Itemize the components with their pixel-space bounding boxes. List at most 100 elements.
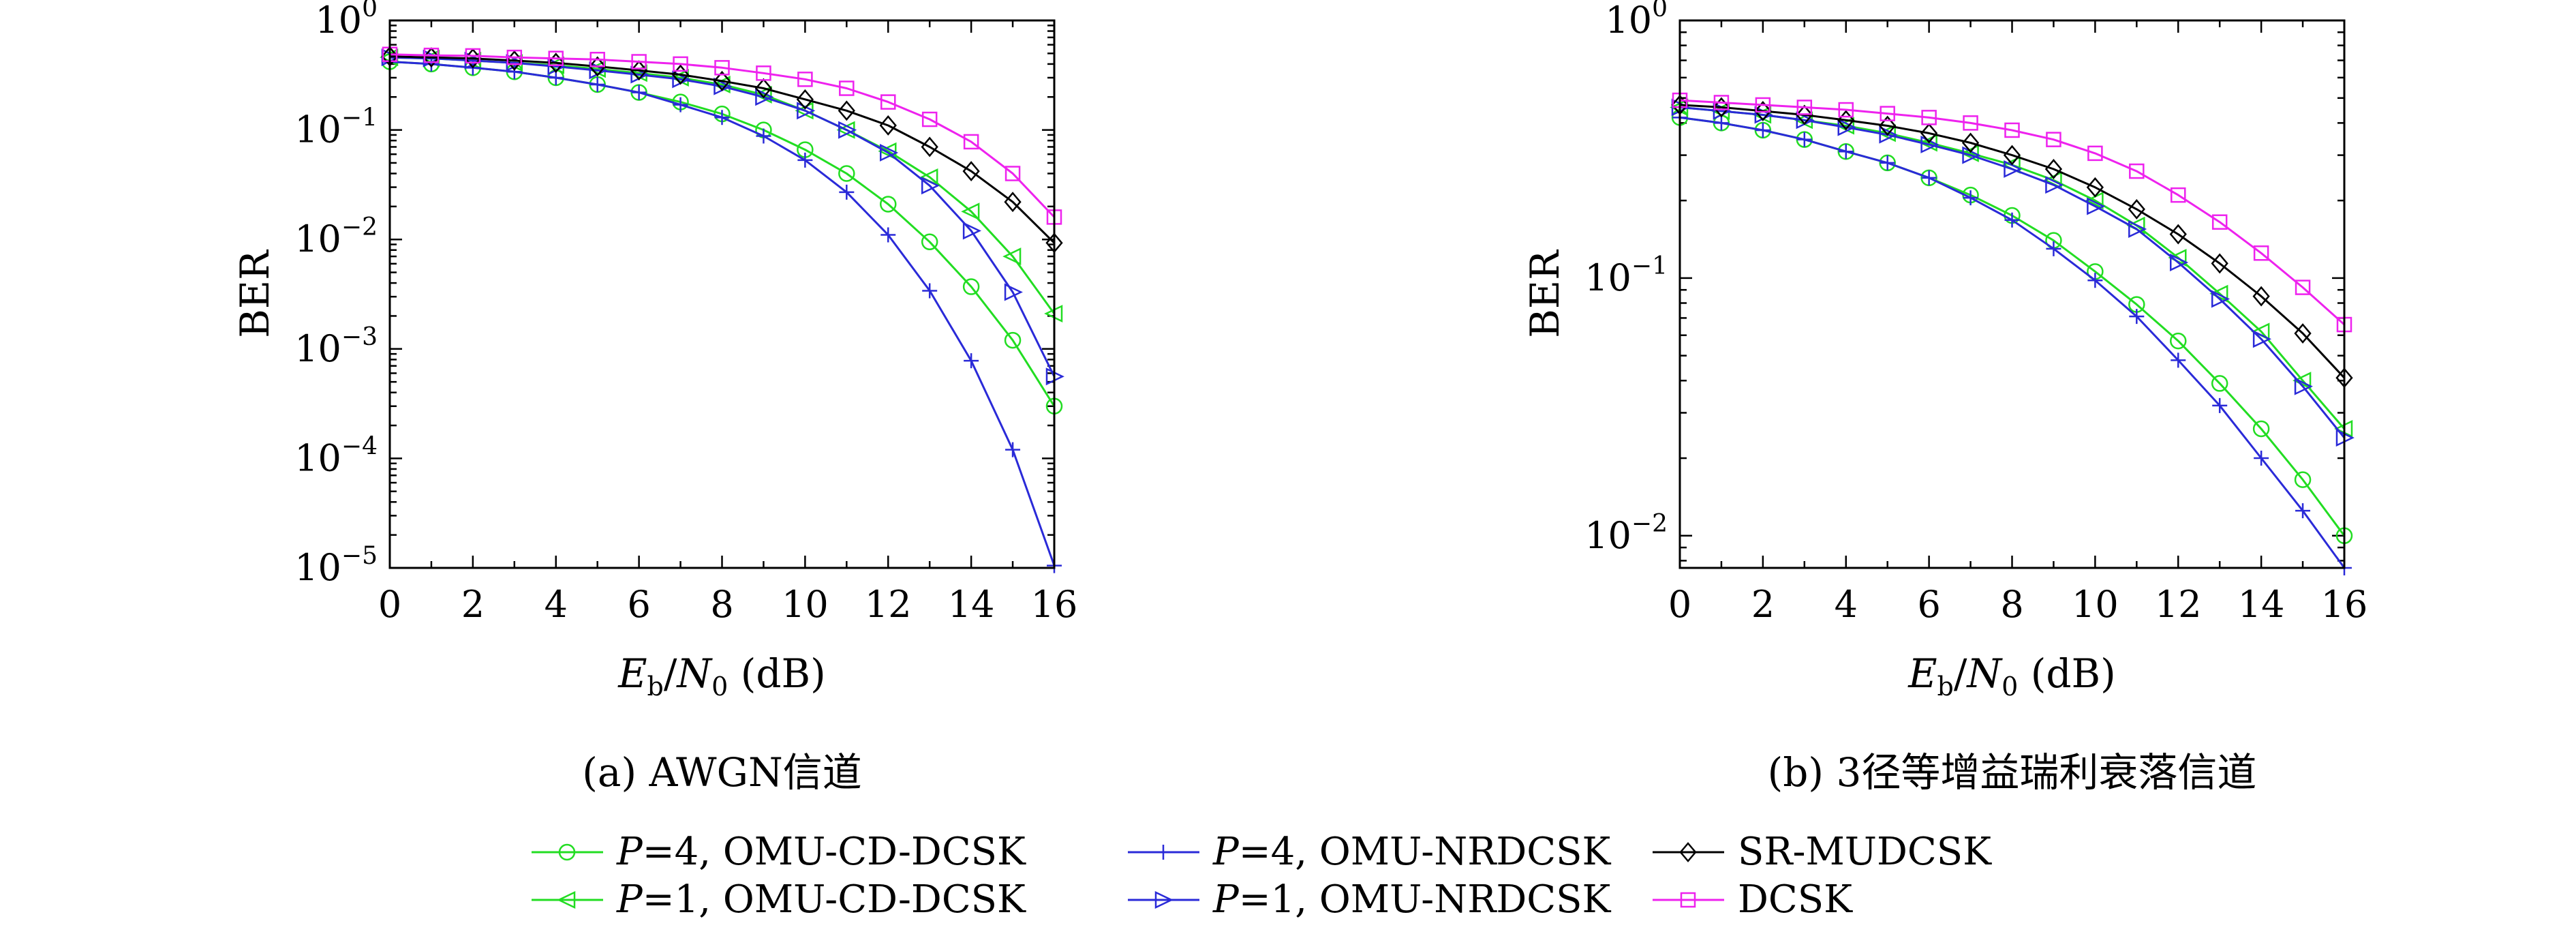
legend-label: P=1, OMU-CD-DCSK <box>616 877 1026 922</box>
data-point <box>2212 397 2228 413</box>
legend-label: P=1, OMU-NRDCSK <box>1212 877 1611 922</box>
series-p-4-omu-nrdcsk <box>382 54 1062 573</box>
data-point <box>1713 115 1729 131</box>
data-point <box>839 184 855 200</box>
data-point <box>1004 331 1022 349</box>
x-tick-label: 4 <box>545 583 568 626</box>
data-point <box>797 152 813 168</box>
x-tick-label: 6 <box>1917 583 1940 626</box>
data-point <box>1963 190 1978 206</box>
data-point <box>465 48 481 64</box>
data-point <box>880 196 897 213</box>
y-tick-label: 10−3 <box>294 323 378 370</box>
data-point <box>548 50 564 66</box>
y-tick-label: 100 <box>1605 0 1668 42</box>
data-point <box>2170 253 2189 271</box>
data-point <box>1004 192 1022 213</box>
data-point <box>1879 125 1898 144</box>
data-point <box>2004 212 2020 228</box>
legend-marker <box>557 891 576 909</box>
legend-item-dcsk: DCSK <box>1653 877 1853 922</box>
data-point <box>2252 420 2270 438</box>
data-point <box>1920 123 1938 144</box>
data-point <box>2211 375 2228 392</box>
data-point <box>631 54 647 70</box>
series-line <box>1679 104 2346 379</box>
x-tick-label: 6 <box>627 583 650 626</box>
data-point <box>755 88 774 106</box>
data-point <box>2046 132 2061 147</box>
data-point <box>2046 241 2061 256</box>
data-point <box>921 177 940 195</box>
data-point <box>797 72 813 87</box>
series-p-1-omu-nrdcsk <box>381 48 1064 386</box>
data-point <box>962 222 982 240</box>
data-point <box>838 121 857 139</box>
legend-label: P=4, OMU-CD-DCSK <box>616 830 1026 874</box>
data-point <box>547 52 565 74</box>
data-point <box>1005 166 1021 181</box>
data-point <box>756 65 771 81</box>
series-line <box>389 56 1056 377</box>
series-p-4-omu-cd-dcsk <box>381 53 1063 415</box>
series-line <box>1679 99 2346 326</box>
series-dcsk <box>1672 92 2352 333</box>
data-point <box>1713 97 1730 118</box>
series-p-1-omu-nrdcsk <box>1671 98 2355 447</box>
legend-label: P=4, OMU-NRDCSK <box>1212 830 1611 874</box>
data-point <box>962 278 980 295</box>
data-point <box>839 80 855 96</box>
data-point <box>1796 100 1813 115</box>
x-tick-label: 8 <box>2000 583 2023 626</box>
data-point <box>1880 106 1895 121</box>
data-point <box>1755 97 1771 113</box>
data-point <box>1960 144 1979 162</box>
data-point <box>921 136 938 157</box>
series-line <box>1679 116 2346 537</box>
data-point <box>1005 442 1021 457</box>
data-point <box>963 134 979 150</box>
data-point <box>713 70 731 91</box>
legend-item-p-4-omu-nrdcsk: P=4, OMU-NRDCSK <box>1128 830 1611 874</box>
data-point <box>2045 176 2064 194</box>
data-point <box>2129 163 2145 179</box>
data-point <box>673 97 688 112</box>
data-point <box>880 94 896 110</box>
data-point <box>631 85 647 100</box>
plot-frame <box>1678 19 2346 569</box>
y-axis-label: BER <box>232 249 278 338</box>
data-point <box>838 100 855 121</box>
data-point <box>754 78 773 99</box>
x-tick-label: 8 <box>710 583 733 626</box>
data-point <box>1921 170 1937 185</box>
data-point <box>2211 290 2230 308</box>
legend-marker <box>1679 842 1697 862</box>
data-point <box>423 47 440 63</box>
legend-item-p-1-omu-cd-dcsk: P=1, OMU-CD-DCSK <box>532 877 1026 922</box>
x-tick-label: 2 <box>461 583 485 626</box>
series-line <box>389 56 1056 314</box>
data-point <box>2129 309 2145 325</box>
data-point <box>2087 273 2103 288</box>
data-point <box>714 110 730 125</box>
series-p-4-omu-cd-dcsk <box>1671 109 2353 545</box>
legend-item-p-4-omu-cd-dcsk: P=4, OMU-CD-DCSK <box>532 830 1026 874</box>
series-sr-mudcsk <box>1671 94 2353 389</box>
data-point <box>1004 283 1023 301</box>
data-point <box>2087 145 2103 162</box>
data-point <box>673 56 688 72</box>
data-point <box>1713 95 1730 110</box>
data-point <box>714 60 730 76</box>
data-point <box>1921 110 1937 125</box>
series-line <box>389 53 1056 218</box>
data-point <box>2004 160 2023 178</box>
data-point <box>2253 245 2269 261</box>
x-tick-label: 12 <box>865 583 912 626</box>
series-line <box>389 61 1056 567</box>
legend-item-sr-mudcsk: SR-MUDCSK <box>1653 830 1992 874</box>
data-point <box>1918 134 1937 152</box>
data-point <box>2211 214 2228 230</box>
data-point <box>589 76 605 92</box>
legend: P=4, OMU-CD-DCSK P=4, OMU-NRDCSK SR-MUDCSK… <box>532 830 1992 922</box>
data-point <box>2294 323 2312 344</box>
